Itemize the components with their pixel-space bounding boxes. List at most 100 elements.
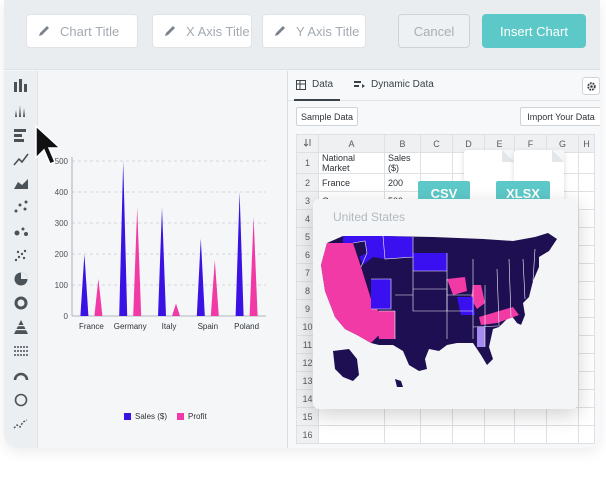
grid-cell[interactable] [578, 389, 595, 408]
x-tick-label: Italy [162, 322, 177, 331]
us-state-midwest [447, 277, 467, 295]
spike-chart-icon[interactable] [13, 102, 29, 118]
column-chart-icon[interactable] [13, 77, 29, 93]
pie-chart-icon[interactable] [13, 271, 29, 287]
us-state-illinois [471, 285, 485, 309]
grid-cell[interactable] [578, 407, 595, 426]
x-tick-label: Germany [114, 322, 147, 331]
grid-cell[interactable] [578, 317, 595, 336]
grid-cell[interactable] [578, 371, 595, 390]
row-header[interactable]: 16 [296, 425, 319, 444]
grid-cell[interactable] [578, 191, 595, 210]
editor-toolbar: Chart Title X Axis Title Y Axis Title Ca… [4, 0, 600, 70]
pyramid-chart-icon[interactable] [13, 319, 29, 335]
grid-cell[interactable] [546, 407, 579, 426]
donut-chart-icon[interactable] [13, 295, 29, 311]
row-header[interactable]: 2 [296, 173, 319, 192]
column-header-c[interactable]: C [420, 134, 453, 153]
data-tabs: Data Dynamic Data [288, 71, 600, 101]
area-chart-icon[interactable] [13, 175, 29, 191]
chart-canvas: 0 100 200 300 400 500 France Germany Italy Spain P… [55, 157, 266, 331]
x-tick-label: France [79, 322, 104, 331]
y-axis-title-placeholder: Y Axis Title [296, 23, 360, 39]
grid-cell[interactable] [514, 407, 547, 426]
grid-cell[interactable] [452, 425, 485, 444]
grid-cell[interactable] [384, 425, 421, 444]
insert-chart-button[interactable]: Insert Chart [482, 14, 586, 48]
dot-plot-icon[interactable] [13, 247, 29, 263]
table-icon [296, 79, 306, 90]
grid-cell[interactable] [578, 152, 595, 174]
chart-editor-window: Chart Title X Axis Title Y Axis Title Ca… [4, 0, 600, 448]
bar-chart-icon[interactable] [13, 127, 29, 143]
radial-chart-icon[interactable] [13, 392, 29, 408]
us-state-mountain-2 [413, 253, 447, 271]
chart-legend: Sales ($) Profit [124, 412, 207, 421]
spike-sales [196, 238, 205, 316]
sparkline-chart-icon[interactable] [13, 416, 29, 432]
row-header[interactable]: 15 [296, 407, 319, 426]
grid-cell[interactable] [578, 335, 595, 354]
grid-chart-icon[interactable] [13, 343, 29, 359]
grid-cell[interactable] [578, 299, 595, 318]
grid-cell[interactable] [578, 227, 595, 246]
pencil-icon [165, 26, 175, 36]
grid-cell[interactable] [546, 425, 579, 444]
tab-dynamic-data-label: Dynamic Data [371, 79, 434, 90]
panel-divider[interactable] [287, 71, 288, 448]
bubble-chart-icon[interactable] [13, 223, 29, 239]
column-header-h[interactable]: H [578, 134, 595, 153]
us-map-card: United States [313, 199, 578, 409]
us-state-mississippi [477, 327, 485, 347]
y-tick-label: 500 [55, 157, 69, 166]
spike-profit [94, 278, 103, 316]
grid-cell[interactable]: National Market [318, 152, 385, 174]
tab-dynamic-data[interactable]: Dynamic Data [354, 79, 434, 90]
grid-cell[interactable]: 200 [384, 173, 421, 192]
table-row: 16 [296, 425, 595, 444]
state-borders [352, 235, 536, 347]
column-header-d[interactable]: D [452, 134, 485, 153]
active-tab-indicator [294, 99, 340, 101]
grid-cell[interactable] [318, 425, 385, 444]
y-axis-title-input[interactable]: Y Axis Title [262, 14, 366, 48]
grid-cell[interactable] [578, 425, 595, 444]
grid-cell[interactable] [514, 425, 547, 444]
sample-data-button[interactable]: Sample Data [296, 107, 358, 126]
grid-cell[interactable] [484, 407, 515, 426]
spike-sales [119, 161, 128, 316]
chart-type-sidebar [4, 71, 38, 448]
grid-cell[interactable] [452, 407, 485, 426]
grid-cell[interactable] [318, 407, 385, 426]
x-axis-title-input[interactable]: X Axis Title [152, 14, 252, 48]
sort-corner[interactable] [296, 134, 319, 153]
gauge-chart-icon[interactable] [13, 368, 29, 384]
grid-cell[interactable] [420, 425, 453, 444]
column-header-b[interactable]: B [384, 134, 421, 153]
grid-cell[interactable] [420, 152, 453, 174]
settings-button[interactable] [582, 77, 600, 95]
spike-profit [249, 216, 258, 316]
grid-cell[interactable] [578, 245, 595, 264]
line-chart-icon[interactable] [13, 151, 29, 167]
grid-cell[interactable] [384, 407, 421, 426]
chart-title-input[interactable]: Chart Title [26, 14, 138, 48]
grid-cell[interactable] [578, 173, 595, 192]
grid-cell[interactable] [420, 407, 453, 426]
import-data-button[interactable]: Import Your Data [520, 107, 600, 126]
grid-cell[interactable]: Sales ($) [384, 152, 421, 174]
grid-cell[interactable] [484, 425, 515, 444]
column-header-a[interactable]: A [318, 134, 385, 153]
grid-cell[interactable]: France [318, 173, 385, 192]
grid-cell[interactable] [578, 281, 595, 300]
grid-cell[interactable] [578, 209, 595, 228]
tab-data[interactable]: Data [296, 79, 333, 90]
column-header-g[interactable]: G [546, 134, 579, 153]
grid-cell[interactable] [578, 353, 595, 372]
grid-cell[interactable] [578, 263, 595, 282]
scatter-chart-icon[interactable] [13, 199, 29, 215]
row-header[interactable]: 1 [296, 152, 319, 174]
cancel-button[interactable]: Cancel [398, 14, 470, 48]
y-tick-label: 200 [55, 250, 69, 259]
